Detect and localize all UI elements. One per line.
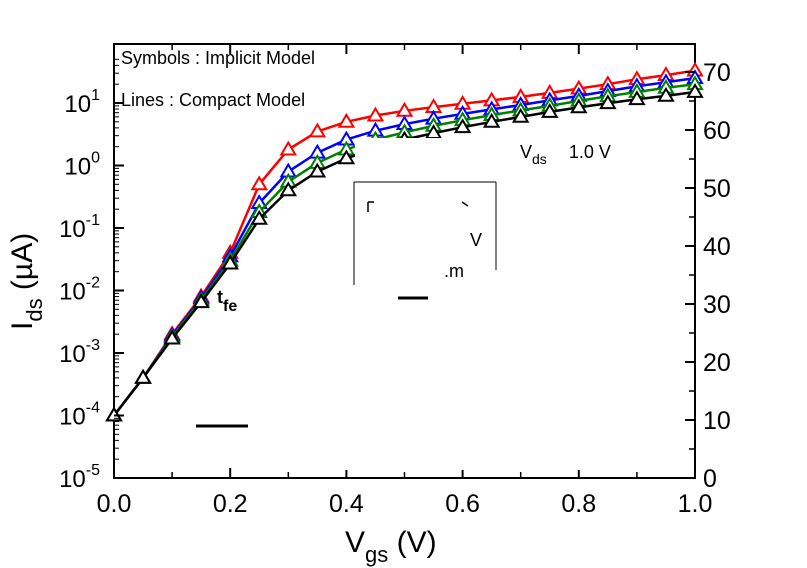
series-marker <box>424 124 443 139</box>
x-axis-title-main: V <box>345 526 365 559</box>
series-marker <box>628 90 646 106</box>
y-right-tick-label: 30 <box>703 291 731 319</box>
y-left-tick-label: 100 <box>64 150 100 181</box>
x-tick-label: 0.8 <box>561 490 596 518</box>
series-marker <box>453 118 472 134</box>
series-marker <box>250 175 268 191</box>
series-marker <box>221 254 239 270</box>
series-marker <box>250 209 268 225</box>
y-left-tick-label: 10-3 <box>59 337 100 368</box>
tfe-annotation-sub: fe <box>223 298 237 315</box>
series-marker <box>308 122 327 138</box>
occlusion-patch <box>357 190 493 285</box>
occlusion-patch <box>240 292 540 322</box>
y-right-tick-label: 70 <box>703 59 731 87</box>
series-marker <box>657 86 675 102</box>
y-axis-title-main: I <box>6 322 39 330</box>
series-marker <box>279 181 298 197</box>
y-left-tick-label: 10-4 <box>59 400 100 431</box>
x-tick-label: 0.0 <box>97 490 132 518</box>
series-group <box>105 61 704 422</box>
y-right-tick-label: 20 <box>703 349 731 377</box>
y-right-tick-label: 0 <box>703 465 717 493</box>
series-marker <box>482 112 501 128</box>
y-right-tick-label: 60 <box>703 117 731 145</box>
x-axis-ticks: 0.0 0.2 0.4 0.6 0.8 1.0 <box>97 44 713 518</box>
inner-legend-fragment: V .m <box>196 181 497 428</box>
y-right-tick-label: 10 <box>703 407 731 435</box>
series-marker <box>192 293 210 309</box>
series-marker <box>541 102 559 118</box>
series-marker <box>105 406 123 422</box>
vds-annotation: Vds 1.0 V <box>520 142 611 167</box>
occlusion-patch <box>180 355 240 465</box>
series-marker <box>337 149 356 165</box>
inner-legend-v: V <box>470 230 482 250</box>
y-left-tick-label: 10-1 <box>59 212 100 243</box>
lines-annotation: Lines : Compact Model <box>121 90 305 110</box>
series-marker <box>134 368 152 384</box>
series-marker <box>599 94 617 110</box>
series-marker <box>163 329 181 345</box>
occlusion-patch <box>355 138 495 158</box>
occlusion-patch <box>240 330 660 470</box>
tfe-annotation-main: t <box>217 287 223 307</box>
x-axis-title: Vgs (V) <box>345 526 437 567</box>
series-marker <box>308 162 327 178</box>
y-left-axis-ticks: 10-5 10-4 10-3 10-2 10-1 100 101 <box>59 58 124 493</box>
y-right-tick-label: 50 <box>703 175 731 203</box>
x-axis-title-unit: (V) <box>388 526 436 559</box>
vds-annotation-value: 1.0 V <box>569 142 611 162</box>
y-right-axis-ticks: 0 10 20 30 40 50 60 70 <box>685 59 731 493</box>
y-axis-title-unit: (µA) <box>6 233 39 299</box>
x-tick-label: 0.6 <box>445 490 480 518</box>
x-tick-label: 1.0 <box>678 490 713 518</box>
series-marker <box>511 107 530 123</box>
y-axis-title-sub: ds <box>22 298 47 321</box>
y-left-tick-label: 101 <box>64 87 100 118</box>
symbols-annotation: Symbols : Implicit Model <box>121 48 315 68</box>
x-axis-title-sub: gs <box>365 542 388 567</box>
series-marker <box>686 83 704 98</box>
y-axis-title: Ids (µA) <box>6 233 47 330</box>
x-tick-label: 0.4 <box>329 490 364 518</box>
tfe-annotation: tfe <box>217 287 237 315</box>
x-tick-label: 0.2 <box>213 490 248 518</box>
y-left-tick-label: 10-5 <box>59 462 100 493</box>
occlusion-patches <box>180 138 660 470</box>
series-marker <box>337 112 356 128</box>
series-marker <box>279 140 298 156</box>
y-right-tick-label: 40 <box>703 233 731 261</box>
series-marker <box>570 98 588 114</box>
vds-annotation-sub: ds <box>532 151 547 167</box>
inner-legend-m: .m <box>444 261 464 281</box>
y-left-tick-label: 10-2 <box>59 275 100 306</box>
series-marker <box>366 106 385 122</box>
vds-annotation-main: V <box>520 142 532 162</box>
